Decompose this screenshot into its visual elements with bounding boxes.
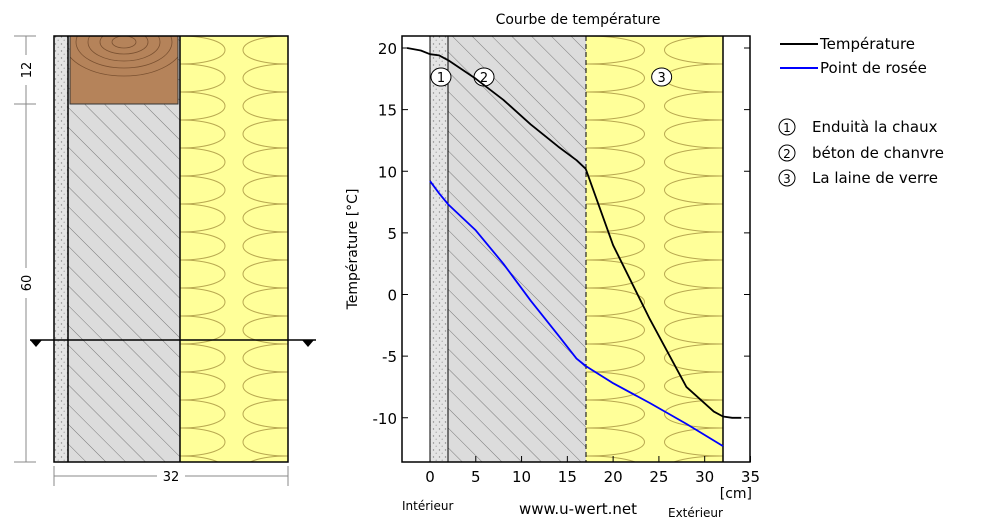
legend-label-dew-point: Point de rosée	[820, 59, 927, 77]
layer-key-number-2: 2	[783, 147, 791, 161]
section-marker-left	[30, 340, 42, 347]
layer-band-plaster	[430, 36, 448, 462]
layer-key-label-2: béton de chanvre	[812, 144, 944, 162]
timber-beam	[69, 35, 179, 105]
x-axis-unit: [cm]	[720, 486, 752, 502]
plaster-layer	[54, 36, 68, 462]
section-marker-right	[302, 340, 314, 347]
wall-outline	[53, 35, 289, 463]
y-axis: 20 15 10 5 0 -5 -10	[373, 40, 750, 428]
layer-marker-number: 1	[437, 71, 445, 86]
x-tick-label: 20	[604, 468, 623, 486]
y-tick-label: 15	[378, 102, 397, 120]
x-axis: 0 5 10 15 20 25 30 35	[425, 456, 760, 486]
hemp-concrete-layer	[68, 36, 180, 462]
y-axis-label: Température [°C]	[345, 189, 361, 311]
x-tick-label: 5	[471, 468, 481, 486]
layer-key-label-1: Enduità la chaux	[812, 118, 938, 136]
legend: Température Point de rosée	[780, 35, 927, 77]
y-tick-label: -10	[373, 410, 398, 428]
layer-key-number-3: 3	[783, 172, 791, 186]
layer-marker-number: 3	[658, 71, 666, 86]
y-tick-label: 20	[378, 40, 397, 58]
layer-key-number-1: 1	[783, 121, 791, 135]
layer-bands	[429, 36, 724, 462]
y-tick-label: 5	[387, 225, 397, 243]
x-tick-label: 10	[512, 468, 531, 486]
y-tick-label: 0	[387, 287, 397, 305]
legend-label-temperature: Température	[819, 35, 915, 53]
chart-title: Courbe de température	[496, 12, 661, 28]
dimension-bottom-label: 32	[163, 470, 180, 485]
temperature-line	[406, 47, 742, 419]
dew-point-line	[429, 180, 724, 447]
interior-label: Intérieur	[402, 499, 453, 513]
series-lines	[406, 47, 742, 447]
layer-band-glass-wool	[586, 36, 723, 462]
dimension-side-label: 60	[20, 275, 35, 292]
exterior-label: Extérieur	[668, 506, 723, 517]
dimension-top-label: 12	[20, 62, 35, 79]
watermark: www.u-wert.net	[519, 500, 637, 517]
wall-cross-section: 12 60 32	[14, 35, 316, 486]
x-tick-label: 15	[558, 468, 577, 486]
layer-key: 1 Enduità la chaux 2 béton de chanvre 3 …	[778, 118, 944, 187]
x-tick-label: 30	[695, 468, 714, 486]
y-tick-label: 10	[378, 163, 397, 181]
x-tick-label: 0	[425, 468, 435, 486]
layer-key-label-3: La laine de verre	[812, 169, 938, 187]
x-tick-label: 35	[741, 468, 760, 486]
dimension-vertical	[14, 35, 36, 463]
y-tick-label: -5	[382, 348, 397, 366]
layer-marker-number: 2	[480, 71, 488, 86]
layer-band-hemp-concrete	[448, 36, 586, 462]
layer-marker-circle	[651, 67, 673, 87]
glass-wool-layer	[180, 36, 288, 462]
layer-marker-circle	[430, 67, 452, 87]
plot-frame	[401, 35, 751, 463]
x-tick-label: 25	[649, 468, 668, 486]
